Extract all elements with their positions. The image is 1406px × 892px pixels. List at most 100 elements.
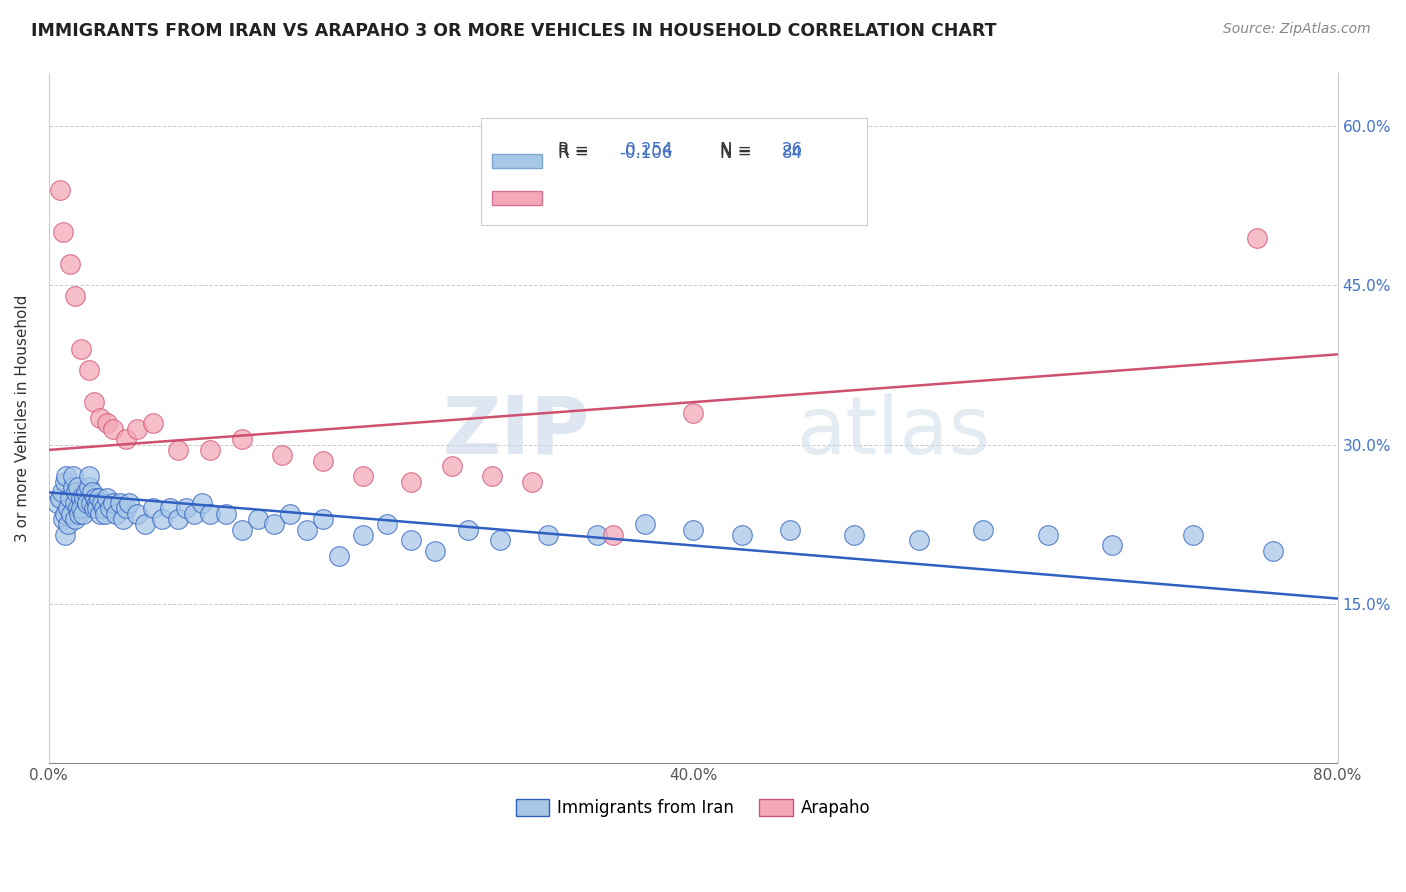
Point <box>76 496 98 510</box>
Point <box>247 512 270 526</box>
Text: ZIP: ZIP <box>443 392 591 471</box>
Point <box>77 363 100 377</box>
Point <box>682 406 704 420</box>
Point <box>183 507 205 521</box>
Point <box>79 496 101 510</box>
Point <box>1036 528 1059 542</box>
Text: atlas: atlas <box>796 392 991 471</box>
Point <box>83 501 105 516</box>
Point <box>231 523 253 537</box>
Point <box>82 485 104 500</box>
Point <box>63 496 86 510</box>
Point <box>311 512 333 526</box>
Point <box>89 507 111 521</box>
Point <box>86 501 108 516</box>
Point <box>440 458 463 473</box>
Point <box>96 417 118 431</box>
Text: Source: ZipAtlas.com: Source: ZipAtlas.com <box>1223 22 1371 37</box>
Point <box>127 422 149 436</box>
Point <box>66 480 89 494</box>
Point <box>49 183 72 197</box>
Point <box>63 289 86 303</box>
Point <box>352 469 374 483</box>
Point <box>166 442 188 457</box>
Point <box>311 453 333 467</box>
Point <box>520 475 543 489</box>
Point <box>115 432 138 446</box>
Point <box>89 411 111 425</box>
Point <box>53 528 76 542</box>
Point <box>634 517 657 532</box>
Point <box>1181 528 1204 542</box>
Point <box>972 523 994 537</box>
Point <box>98 501 121 516</box>
Point <box>84 491 107 505</box>
Text: IMMIGRANTS FROM IRAN VS ARAPAHO 3 OR MORE VEHICLES IN HOUSEHOLD CORRELATION CHAR: IMMIGRANTS FROM IRAN VS ARAPAHO 3 OR MOR… <box>31 22 997 40</box>
Point <box>65 485 87 500</box>
Point <box>55 469 77 483</box>
Point <box>72 507 94 521</box>
Point <box>115 501 138 516</box>
Point <box>66 501 89 516</box>
Point <box>1101 539 1123 553</box>
Legend: Immigrants from Iran, Arapaho: Immigrants from Iran, Arapaho <box>509 792 877 824</box>
Point <box>159 501 181 516</box>
Point <box>280 507 302 521</box>
Point <box>108 496 131 510</box>
Point <box>134 517 156 532</box>
Point <box>62 480 84 494</box>
Point <box>425 543 447 558</box>
Point <box>585 528 607 542</box>
Point <box>111 512 134 526</box>
Point <box>45 496 67 510</box>
Point <box>90 496 112 510</box>
Point <box>1263 543 1285 558</box>
Point <box>375 517 398 532</box>
Point <box>142 417 165 431</box>
Point <box>142 501 165 516</box>
Point <box>198 507 221 521</box>
Point <box>399 475 422 489</box>
Point <box>83 395 105 409</box>
Point <box>59 491 82 505</box>
Point <box>1246 230 1268 244</box>
Point <box>103 422 125 436</box>
Point <box>70 491 93 505</box>
Point <box>127 507 149 521</box>
Point <box>52 512 75 526</box>
Point <box>52 225 75 239</box>
Point <box>49 491 72 505</box>
Point <box>215 507 238 521</box>
Point <box>96 491 118 505</box>
Point <box>51 485 73 500</box>
Y-axis label: 3 or more Vehicles in Household: 3 or more Vehicles in Household <box>15 294 30 541</box>
Point <box>844 528 866 542</box>
Point <box>87 491 110 505</box>
Point <box>103 496 125 510</box>
Point <box>56 517 79 532</box>
Point <box>67 507 90 521</box>
Point <box>93 501 115 516</box>
Point <box>779 523 801 537</box>
Point <box>77 469 100 483</box>
Point <box>682 523 704 537</box>
Point <box>198 442 221 457</box>
Point <box>399 533 422 548</box>
Point <box>907 533 929 548</box>
Point <box>73 491 96 505</box>
Point <box>263 517 285 532</box>
Point <box>602 528 624 542</box>
Point <box>53 507 76 521</box>
Point <box>295 523 318 537</box>
Point <box>75 485 97 500</box>
Point <box>62 469 84 483</box>
Point <box>63 512 86 526</box>
Point <box>328 549 350 563</box>
Point <box>352 528 374 542</box>
Point <box>105 507 128 521</box>
Point <box>118 496 141 510</box>
Point <box>166 512 188 526</box>
Point <box>56 501 79 516</box>
Point <box>231 432 253 446</box>
Point <box>70 501 93 516</box>
